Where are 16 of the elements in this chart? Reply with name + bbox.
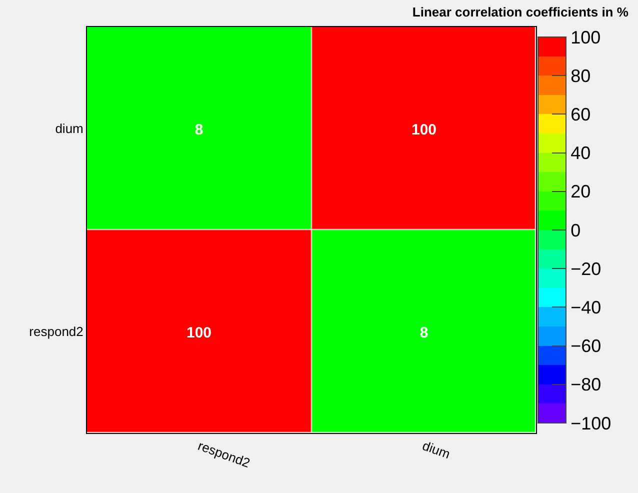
data-label: 8	[194, 121, 204, 138]
color-bar-label: 100	[570, 27, 601, 48]
color-bar-label: −20	[570, 258, 602, 279]
chart-title: Linear correlation coefficients in %	[412, 4, 629, 20]
color-bar-label: 40	[570, 143, 591, 164]
data-label: 8	[420, 324, 428, 342]
color-bar-label: −60	[570, 336, 602, 356]
data-label: 100	[411, 121, 437, 138]
color-bar-label: 0	[570, 220, 581, 240]
color-bar-label: −40	[570, 298, 602, 318]
color-bar-label: 60	[570, 104, 591, 124]
color-bar-label: 20	[570, 182, 591, 202]
color-bar-label: 80	[570, 66, 591, 86]
color-bar-label: −80	[570, 374, 602, 395]
color-bar-label: −100	[570, 413, 612, 434]
data-label: 100	[186, 324, 212, 342]
